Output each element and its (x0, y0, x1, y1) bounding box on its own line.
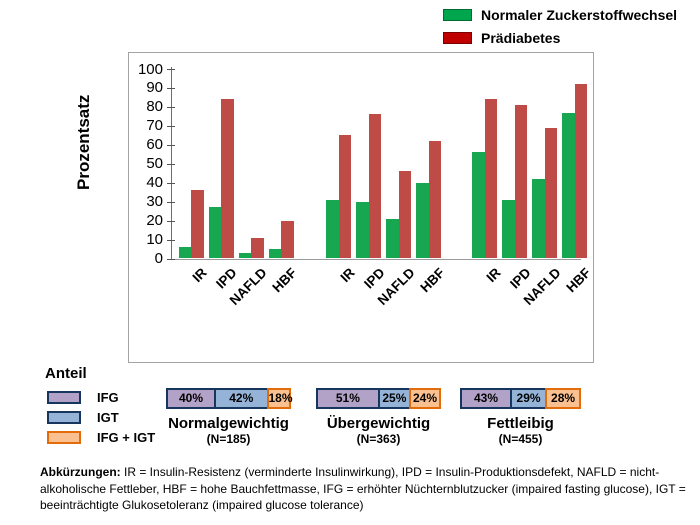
anteil-swatch-IFG (47, 391, 81, 404)
bar-Fettleibig-IPD-normal (502, 199, 515, 259)
abbreviations-label: Abkürzungen: (40, 465, 121, 479)
segment-IFG: 43% (460, 388, 513, 409)
bar-Übergewichtig-NAFLD-normal (386, 218, 399, 259)
bar-Übergewichtig-IPD-normal (356, 201, 369, 259)
y-tick-mark (167, 182, 175, 184)
segment-IGT: 29% (510, 388, 548, 409)
y-tick-mark (167, 144, 175, 146)
segment-IFG: 51% (316, 388, 380, 409)
anteil-swatch-IGT (47, 411, 81, 424)
bar-Übergewichtig-NAFLD-praediabetes (398, 171, 411, 259)
legend-item: Prädiabetes (443, 30, 677, 46)
chart-legend: Normaler Zuckerstoffwechsel Prädiabetes (443, 7, 677, 53)
y-tick-mark (167, 239, 175, 241)
stacked-bar: 51% 25% 24% (316, 388, 441, 409)
stacked-bar: 43% 29% 28% (460, 388, 581, 409)
segment-IGT: 42% (214, 388, 269, 409)
normal-glucose-swatch (443, 9, 472, 21)
y-tick-mark (167, 69, 175, 70)
y-tick-label: 50 (146, 155, 163, 173)
y-tick-mark (167, 125, 175, 127)
weight-group-n: (N=455) (498, 432, 543, 446)
anteil-legend-item: IFG (47, 390, 155, 405)
stacked-bar-group-0: 40% 42% 18% Normalgewichtig (N=185) (166, 388, 293, 446)
legend-item: Normaler Zuckerstoffwechsel (443, 7, 677, 23)
bar-Fettleibig-HBF-praediabetes (574, 84, 587, 259)
y-tick-mark (167, 258, 175, 260)
legend-label: Normaler Zuckerstoffwechsel (481, 7, 678, 23)
prediabetes-swatch (443, 32, 472, 44)
legend-label: Prädiabetes (481, 30, 561, 46)
stacked-bar-group-1: 51% 25% 24% Übergewichtig (N=363) (316, 388, 441, 446)
abbreviations-text: IR = Insulin-Resistenz (verminderte Insu… (40, 465, 686, 513)
y-tick-label: 90 (146, 79, 163, 97)
segment-IFG+IGT: 18% (266, 388, 293, 409)
weight-group-n: (N=185) (206, 432, 251, 446)
bar-Fettleibig-NAFLD-normal (532, 178, 545, 259)
anteil-legend-label: IFG + IGT (97, 430, 156, 445)
bar-Fettleibig-NAFLD-praediabetes (544, 127, 557, 259)
y-axis-title: Prozentsatz (74, 94, 93, 190)
y-tick-label: 40 (146, 174, 163, 192)
weight-group-title: Fettleibig (487, 415, 554, 432)
segment-IFG: 40% (166, 388, 216, 409)
y-tick-mark (167, 201, 175, 203)
y-tick-mark (167, 87, 175, 89)
bar-Normalgewichtig-NAFLD-normal (238, 252, 251, 259)
segment-IFG+IGT: 28% (545, 388, 581, 409)
bar-Fettleibig-IR-normal (472, 152, 485, 259)
abbreviations-note: Abkürzungen: IR = Insulin-Resistenz (ver… (40, 464, 690, 514)
bar-Fettleibig-HBF-normal (562, 112, 575, 259)
bar-Normalgewichtig-HBF-normal (268, 249, 281, 259)
bar-Normalgewichtig-IR-praediabetes (191, 190, 204, 259)
stacked-bar-group-2: 43% 29% 28% Fettleibig (N=455) (460, 388, 581, 446)
y-tick-mark (167, 220, 175, 222)
y-tick-label: 30 (146, 193, 163, 211)
y-tick-label: 10 (146, 231, 163, 249)
anteil-legend-label: IFG (97, 390, 119, 405)
y-tick-label: 20 (146, 212, 163, 230)
bar-Normalgewichtig-IR-normal (178, 247, 191, 259)
bar-Fettleibig-IR-praediabetes (484, 99, 497, 259)
y-tick-mark (167, 163, 175, 165)
bar-Übergewichtig-IR-normal (326, 199, 339, 259)
anteil-legend-item: IFG + IGT (47, 430, 155, 445)
segment-IFG+IGT: 24% (409, 388, 441, 409)
y-tick-label: 100 (137, 60, 163, 78)
anteil-heading: Anteil (45, 365, 87, 382)
bar-Normalgewichtig-IPD-normal (208, 207, 221, 259)
segment-IGT: 25% (377, 388, 411, 409)
bar-Übergewichtig-IPD-praediabetes (368, 114, 381, 259)
bar-Übergewichtig-HBF-praediabetes (428, 141, 441, 259)
stacked-bar: 40% 42% 18% (166, 388, 293, 409)
weight-group-n: (N=363) (356, 432, 401, 446)
y-tick-label: 80 (146, 98, 163, 116)
y-tick-mark (167, 106, 175, 108)
weight-group-title: Übergewichtig (326, 415, 431, 432)
y-axis-line (171, 67, 172, 259)
bar-Normalgewichtig-HBF-praediabetes (281, 220, 294, 259)
bar-Übergewichtig-IR-praediabetes (338, 135, 351, 259)
y-tick-label: 60 (146, 136, 163, 154)
anteil-legend-label: IGT (97, 410, 119, 425)
weight-group-title: Normalgewichtig (168, 415, 289, 432)
anteil-swatch-IFG+IGT (47, 431, 81, 444)
bar-Normalgewichtig-NAFLD-praediabetes (251, 237, 264, 259)
anteil-legend: IFG IGT IFG + IGT (47, 390, 155, 450)
anteil-legend-item: IGT (47, 410, 155, 425)
y-tick-label: 70 (146, 117, 163, 135)
bar-Übergewichtig-HBF-normal (416, 182, 429, 259)
y-tick-label: 0 (154, 250, 163, 267)
chart-frame: 0 10 20 30 40 50 60 70 80 90 100 IR IPD NAFLD HBF IR IPD… (128, 52, 594, 363)
x-axis-line (171, 258, 581, 260)
bar-Fettleibig-IPD-praediabetes (514, 105, 527, 259)
bar-Normalgewichtig-IPD-praediabetes (221, 99, 234, 259)
